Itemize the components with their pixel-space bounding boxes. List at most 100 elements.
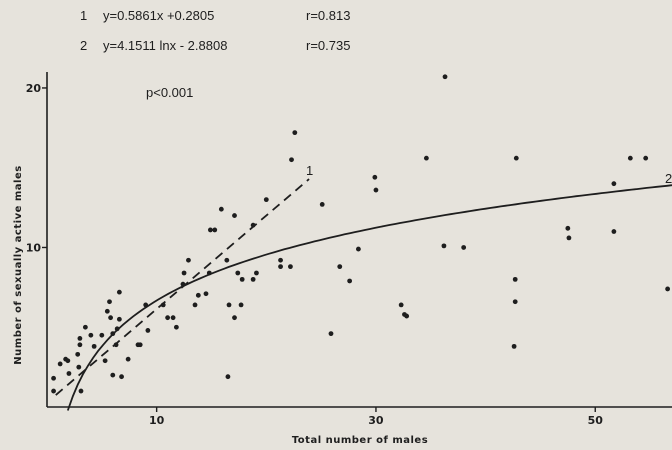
data-point [66,371,72,376]
data-point [566,235,572,241]
data-point [51,388,56,394]
data-point [665,286,671,292]
data-point [195,292,201,298]
data-point [77,336,83,341]
data-point [75,351,81,357]
data-point [206,270,212,276]
data-point [232,315,237,321]
data-point [203,291,209,297]
data-point [91,343,97,349]
data-point [239,276,245,282]
fit-2-correlation: r=0.735 [306,38,350,53]
data-point [511,343,517,349]
data-point [461,245,467,250]
data-point [289,157,294,163]
data-point [513,155,519,161]
axis-ticks: 10 30 50 10 20 [26,82,604,427]
data-point [186,257,191,263]
data-points [51,74,671,394]
data-point [104,308,110,314]
data-point [328,331,334,337]
data-point [404,313,410,319]
fit-1-correlation: r=0.813 [306,8,350,23]
data-point [565,225,571,231]
data-point [225,374,231,380]
data-point [65,358,71,364]
data-point [88,332,94,338]
data-point [643,155,649,161]
data-point [102,358,108,364]
data-point [160,302,166,308]
data-point [207,227,213,233]
data-point [99,332,105,338]
data-point [347,278,353,284]
fit-2-number: 2 [80,38,87,53]
fit-2-curve-label: 2 [665,171,672,186]
data-point [238,302,244,308]
y-tick-label: 10 [26,241,42,254]
data-point [218,206,224,212]
data-point [116,316,122,322]
fit-2-equation: y=4.1511 lnx - 2.8808 [103,38,227,53]
data-point [170,315,176,321]
data-point [51,375,56,381]
data-point [137,342,143,348]
data-point [173,324,179,330]
data-point [278,264,283,270]
x-axis-title: Total number of males [292,435,428,446]
data-point [441,243,447,249]
log-fit-curve [66,184,672,411]
fit-1-equation: y=0.5861x +0.2805 [103,8,214,23]
data-point [288,264,293,270]
data-point [442,74,448,80]
data-point [373,187,379,193]
data-point [254,270,259,276]
data-point [235,270,241,276]
data-point [125,356,131,362]
data-point [119,374,124,380]
data-point [319,202,325,207]
data-point [398,302,404,308]
data-point [165,315,171,321]
data-point [114,326,120,332]
data-point [232,213,237,218]
data-point [212,227,218,233]
data-point [113,342,119,348]
data-point [224,257,230,263]
data-point [76,364,82,370]
data-point [180,281,186,287]
data-point [337,264,343,270]
data-point [250,222,256,228]
data-point [263,197,269,203]
data-point [356,246,361,252]
fit-1-curve-label: 1 [306,163,313,178]
data-point [107,299,112,305]
fit-legend: 1 y=0.5861x +0.2805 r=0.813 2 y=4.1511 l… [80,8,350,100]
fit-1-number: 1 [80,8,87,23]
x-tick-label: 30 [368,414,384,427]
data-point [611,181,617,187]
data-point [512,276,518,282]
significance-label: p<0.001 [146,85,193,100]
data-point [611,229,617,234]
data-point [116,289,122,295]
data-point [77,342,83,348]
x-tick-label: 10 [149,414,165,427]
data-point [57,361,63,367]
y-axis-title: Number of sexually active males [13,165,24,364]
data-point [143,302,149,308]
data-point [226,302,232,308]
data-point [627,155,633,161]
data-point [110,372,116,378]
data-point [110,331,116,337]
y-tick-label: 20 [26,82,42,95]
data-point [278,257,283,263]
data-point [78,388,84,394]
data-point [145,328,151,333]
data-point [181,270,187,276]
data-point [82,324,88,330]
data-point [192,302,198,308]
data-point [292,130,298,136]
x-tick-label: 50 [588,414,604,427]
